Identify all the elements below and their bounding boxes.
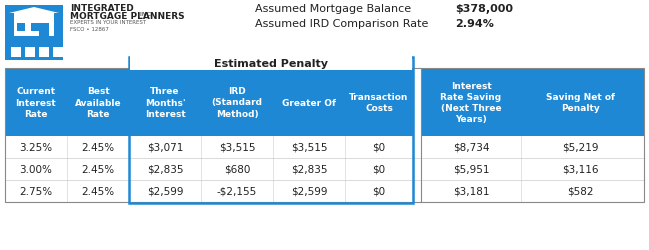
Text: 2.45%: 2.45% [81,186,115,196]
Text: Best
Available
Rate: Best Available Rate [75,87,121,118]
Text: Transaction
Costs: Transaction Costs [349,92,409,112]
Bar [5,69,413,136]
Bar [130,57,412,71]
Text: Greater Of: Greater Of [282,98,336,107]
Bar [5,6,63,61]
Text: INC.: INC. [138,12,153,17]
Text: EXPERTS IN YOUR INTEREST: EXPERTS IN YOUR INTEREST [70,20,146,25]
Text: $3,181: $3,181 [453,186,489,196]
Bar [31,24,39,32]
Bar [17,24,25,32]
Text: $8,734: $8,734 [453,142,489,152]
Text: INTEGRATED: INTEGRATED [70,4,134,13]
Bar [25,48,35,58]
Text: Three
Months'
Interest: Three Months' Interest [145,87,186,118]
Text: $0: $0 [373,142,386,152]
Text: IRD
(Standard
Method): IRD (Standard Method) [212,87,262,118]
Bar [53,48,63,58]
Bar [11,48,21,58]
Text: $3,071: $3,071 [147,142,183,152]
Text: 3.00%: 3.00% [19,164,53,174]
Bar [129,58,413,203]
Text: $680: $680 [224,164,250,174]
Text: Assumed Mortgage Balance: Assumed Mortgage Balance [255,4,411,14]
Text: $582: $582 [567,186,593,196]
Text: $378,000: $378,000 [455,4,513,14]
Text: $2,599: $2,599 [291,186,327,196]
Text: MORTGAGE PLANNERS: MORTGAGE PLANNERS [70,12,184,21]
Text: $3,515: $3,515 [219,142,255,152]
Text: Saving Net of
Penalty: Saving Net of Penalty [546,92,615,112]
Text: $0: $0 [373,164,386,174]
Text: Current
Interest
Rate: Current Interest Rate [16,87,56,118]
Polygon shape [9,8,59,14]
Text: 2.45%: 2.45% [81,164,115,174]
Text: $3,515: $3,515 [291,142,327,152]
Text: $2,835: $2,835 [291,164,327,174]
Text: $2,599: $2,599 [147,186,183,196]
Bar [14,14,54,37]
Text: Estimated Penalty: Estimated Penalty [214,59,328,69]
Bar [39,24,49,37]
Text: 3.25%: 3.25% [19,142,53,152]
Text: 2.75%: 2.75% [19,186,53,196]
Text: Interest
Rate Saving
(Next Three
Years): Interest Rate Saving (Next Three Years) [441,82,502,124]
Text: $0: $0 [373,186,386,196]
Text: $5,219: $5,219 [562,142,598,152]
Text: $2,835: $2,835 [147,164,183,174]
Bar [421,69,644,136]
Bar [39,48,49,58]
Text: $3,116: $3,116 [562,164,598,174]
Text: 2.94%: 2.94% [455,19,494,29]
Text: FSCO • 12867: FSCO • 12867 [70,27,109,32]
Text: $5,951: $5,951 [453,164,489,174]
Text: 2.45%: 2.45% [81,142,115,152]
Bar [5,136,644,202]
Bar [413,69,421,136]
Text: -$2,155: -$2,155 [217,186,257,196]
Bar [5,69,644,202]
Text: Assumed IRD Comparison Rate: Assumed IRD Comparison Rate [255,19,428,29]
